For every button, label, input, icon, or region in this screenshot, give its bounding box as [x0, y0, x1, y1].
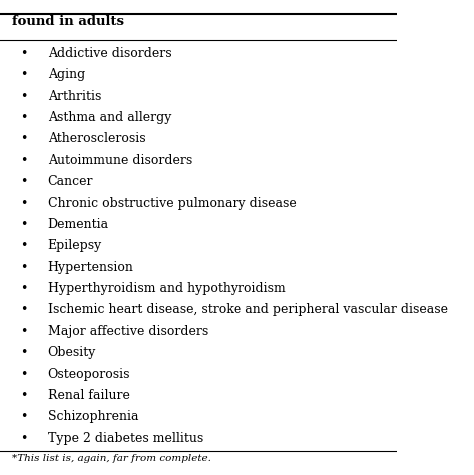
Text: Schizophrenia: Schizophrenia [48, 410, 138, 423]
Text: Atherosclerosis: Atherosclerosis [48, 133, 146, 145]
Text: •: • [20, 90, 27, 103]
Text: •: • [20, 133, 27, 145]
Text: •: • [20, 389, 27, 402]
Text: •: • [20, 154, 27, 167]
Text: •: • [20, 282, 27, 295]
Text: •: • [20, 432, 27, 445]
Text: Arthritis: Arthritis [48, 90, 101, 103]
Text: •: • [20, 175, 27, 188]
Text: •: • [20, 47, 27, 60]
Text: •: • [20, 368, 27, 380]
Text: •: • [20, 239, 27, 252]
Text: Hyperthyroidism and hypothyroidism: Hyperthyroidism and hypothyroidism [48, 282, 285, 295]
Text: •: • [20, 346, 27, 359]
Text: Major affective disorders: Major affective disorders [48, 325, 208, 338]
Text: *This list is, again, far from complete.: *This list is, again, far from complete. [12, 454, 211, 463]
Text: Renal failure: Renal failure [48, 389, 129, 402]
Text: •: • [20, 304, 27, 316]
Text: Osteoporosis: Osteoporosis [48, 368, 130, 380]
Text: Epilepsy: Epilepsy [48, 239, 102, 252]
Text: •: • [20, 111, 27, 124]
Text: Autoimmune disorders: Autoimmune disorders [48, 154, 192, 167]
Text: Aging: Aging [48, 68, 85, 81]
Text: Cancer: Cancer [48, 175, 93, 188]
Text: Asthma and allergy: Asthma and allergy [48, 111, 171, 124]
Text: Type 2 diabetes mellitus: Type 2 diabetes mellitus [48, 432, 203, 445]
Text: Chronic obstructive pulmonary disease: Chronic obstructive pulmonary disease [48, 197, 296, 209]
Text: found in adults: found in adults [12, 15, 124, 28]
Text: Addictive disorders: Addictive disorders [48, 47, 171, 60]
Text: Dementia: Dementia [48, 218, 109, 231]
Text: •: • [20, 197, 27, 209]
Text: •: • [20, 261, 27, 274]
Text: •: • [20, 68, 27, 81]
Text: Obesity: Obesity [48, 346, 96, 359]
Text: Ischemic heart disease, stroke and peripheral vascular disease: Ischemic heart disease, stroke and perip… [48, 304, 447, 316]
Text: •: • [20, 325, 27, 338]
Text: •: • [20, 218, 27, 231]
Text: Hypertension: Hypertension [48, 261, 134, 274]
Text: •: • [20, 410, 27, 423]
